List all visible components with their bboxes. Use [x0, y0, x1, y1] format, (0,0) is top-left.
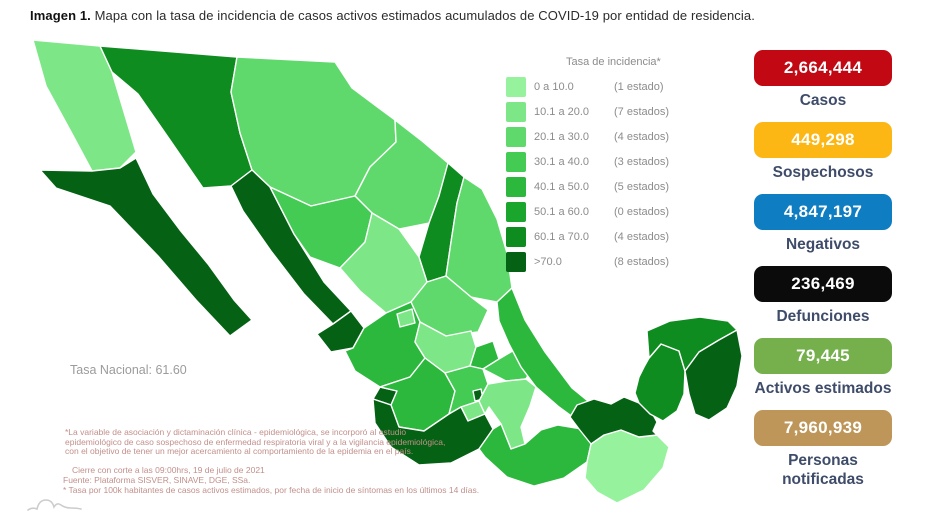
legend-range: 20.1 a 30.0 [534, 131, 590, 143]
legend-swatch [506, 77, 526, 97]
legend-item: 20.1 a 30.0 (4 estados) [506, 127, 696, 147]
stat-label: Activos estimados [754, 380, 892, 397]
stat-badge-casos: 2,664,444 [754, 50, 892, 86]
state-aguascalientes [396, 308, 416, 328]
stat-badge-activos-estimados: 79,445 [754, 338, 892, 374]
stat-label: Negativos [785, 236, 861, 253]
legend-swatch [506, 152, 526, 172]
legend-swatch [506, 252, 526, 272]
legend-swatch [506, 102, 526, 122]
legend-state-count: (7 estados) [614, 106, 670, 118]
legend-title: Tasa de incidencia* [566, 56, 661, 68]
national-rate-label: Tasa Nacional: 61.60 [70, 363, 187, 377]
legend-swatch [506, 177, 526, 197]
legend-item: 50.1 a 60.0 (0 estados) [506, 202, 696, 222]
state-guerrero [372, 398, 494, 466]
map-legend: Tasa de incidencia* 0 a 10.0 (1 estado) 10… [506, 56, 696, 277]
footnote-block: Cierre con corte a las 09:00hrs, 19 de j… [63, 465, 480, 495]
footnote-clinical: *La variable de asociación y dictaminaci… [65, 427, 446, 457]
legend-swatch [506, 202, 526, 222]
figure-title-text: Mapa con la tasa de incidencia de casos … [90, 8, 755, 23]
stat-badge-negativos: 4,847,197 [754, 194, 892, 230]
stat-label: Defunciones [776, 308, 870, 325]
legend-item: 60.1 a 70.0 (4 estados) [506, 227, 696, 247]
legend-state-count: (5 estados) [614, 181, 670, 193]
legend-range: 0 a 10.0 [534, 81, 574, 93]
footnote-rate: * Tasa por 100k habitantes de casos acti… [63, 484, 480, 495]
state-oaxaca [478, 423, 592, 487]
legend-rows: 0 a 10.0 (1 estado) 10.1 a 20.0 (7 estados)… [506, 77, 696, 272]
legend-state-count: (0 estados) [614, 206, 670, 218]
stats-panel: 2,664,444 Casos 449,298 Sospechosos 4,847,19… [748, 50, 898, 501]
legend-state-count: (4 estados) [614, 231, 670, 243]
legend-range: 30.1 a 40.0 [534, 156, 590, 168]
stat-label: Sospechosos [772, 164, 874, 181]
footnote-cutoff: Cierre con corte a las 09:00hrs, 19 de j… [72, 465, 265, 475]
legend-item: 40.1 a 50.0 (5 estados) [506, 177, 696, 197]
legend-range: 40.1 a 50.0 [534, 181, 590, 193]
state-quintana-roo [684, 329, 743, 421]
figure-title: Imagen 1. Mapa con la tasa de incidencia… [30, 8, 755, 23]
watermark-squiggle [27, 499, 82, 511]
stat-label: Personas notificadas [782, 452, 864, 488]
stat-label: Casos [799, 92, 847, 109]
legend-swatch [506, 127, 526, 147]
stat-badge-personas-notificadas: 7,960,939 [754, 410, 892, 446]
legend-state-count: (8 estados) [614, 256, 670, 268]
legend-item: 30.1 a 40.0 (3 estados) [506, 152, 696, 172]
legend-state-count: (1 estado) [614, 81, 664, 93]
state-chiapas [584, 429, 670, 504]
legend-item: >70.0 (8 estados) [506, 252, 696, 272]
state-baja-california-sur [39, 157, 253, 337]
legend-item: 0 a 10.0 (1 estado) [506, 77, 696, 97]
legend-state-count: (3 estados) [614, 156, 670, 168]
legend-range: 60.1 a 70.0 [534, 231, 590, 243]
legend-state-count: (4 estados) [614, 131, 670, 143]
legend-range: 10.1 a 20.0 [534, 106, 590, 118]
legend-item: 10.1 a 20.0 (7 estados) [506, 102, 696, 122]
legend-range: 50.1 a 60.0 [534, 206, 590, 218]
stat-badge-sospechosos: 449,298 [754, 122, 892, 158]
stat-badge-defunciones: 236,469 [754, 266, 892, 302]
legend-swatch [506, 227, 526, 247]
footnote-source: Fuente: Plataforma SISVER, SINAVE, DGE, … [63, 474, 251, 485]
legend-range: >70.0 [534, 256, 562, 268]
figure-title-prefix: Imagen 1. [30, 8, 91, 23]
